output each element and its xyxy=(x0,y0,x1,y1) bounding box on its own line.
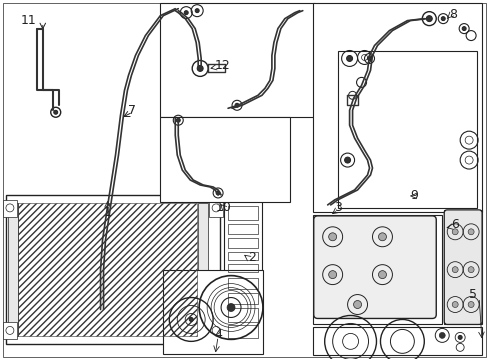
Circle shape xyxy=(457,336,461,339)
Circle shape xyxy=(467,302,473,307)
Circle shape xyxy=(467,229,473,235)
Circle shape xyxy=(378,233,386,241)
Circle shape xyxy=(54,110,58,114)
Text: 2: 2 xyxy=(247,251,255,264)
Text: 7: 7 xyxy=(128,104,136,117)
Circle shape xyxy=(467,267,473,273)
Bar xyxy=(3,323,17,339)
Bar xyxy=(198,203,208,336)
Circle shape xyxy=(367,57,371,60)
Circle shape xyxy=(328,233,336,241)
Text: 8: 8 xyxy=(448,8,456,21)
Text: 1: 1 xyxy=(103,206,111,219)
Bar xyxy=(312,215,441,324)
Bar xyxy=(209,323,223,339)
Bar xyxy=(160,117,289,202)
Bar xyxy=(312,328,481,355)
Circle shape xyxy=(235,103,239,107)
FancyBboxPatch shape xyxy=(313,216,435,319)
Circle shape xyxy=(176,118,180,122)
Text: 5: 5 xyxy=(468,288,476,301)
Bar xyxy=(227,307,258,323)
Circle shape xyxy=(189,318,193,321)
Bar xyxy=(227,293,258,303)
Circle shape xyxy=(197,66,203,71)
Bar xyxy=(227,325,258,338)
Text: 4: 4 xyxy=(214,328,222,341)
Text: 11: 11 xyxy=(21,14,37,27)
Circle shape xyxy=(195,9,199,13)
Text: 6: 6 xyxy=(450,218,458,231)
Bar xyxy=(227,224,258,234)
Circle shape xyxy=(346,55,352,62)
Bar xyxy=(160,3,314,117)
Bar xyxy=(312,3,481,212)
Bar xyxy=(227,252,258,260)
FancyBboxPatch shape xyxy=(443,210,481,324)
Bar xyxy=(18,203,197,336)
Text: 9: 9 xyxy=(409,189,417,202)
Text: 3: 3 xyxy=(333,201,341,215)
Circle shape xyxy=(184,11,188,15)
Text: 12: 12 xyxy=(215,59,230,72)
Bar xyxy=(3,200,17,217)
Bar xyxy=(6,195,220,345)
Circle shape xyxy=(226,303,235,311)
Circle shape xyxy=(451,229,457,235)
Circle shape xyxy=(426,15,431,22)
Bar xyxy=(227,238,258,248)
Bar xyxy=(337,50,476,208)
Circle shape xyxy=(461,27,465,31)
Bar xyxy=(8,203,18,336)
Circle shape xyxy=(328,271,336,279)
Circle shape xyxy=(378,271,386,279)
Circle shape xyxy=(451,267,457,273)
Bar xyxy=(443,210,481,324)
Bar xyxy=(209,200,223,217)
Circle shape xyxy=(344,157,350,163)
Text: 10: 10 xyxy=(216,201,231,215)
Bar xyxy=(227,278,258,289)
Circle shape xyxy=(438,332,444,338)
Circle shape xyxy=(451,302,457,307)
Circle shape xyxy=(216,191,220,195)
Bar xyxy=(227,264,258,272)
Bar xyxy=(224,200,262,345)
Circle shape xyxy=(353,301,361,309)
Circle shape xyxy=(440,17,444,21)
Bar xyxy=(227,206,258,220)
Bar xyxy=(163,270,263,354)
